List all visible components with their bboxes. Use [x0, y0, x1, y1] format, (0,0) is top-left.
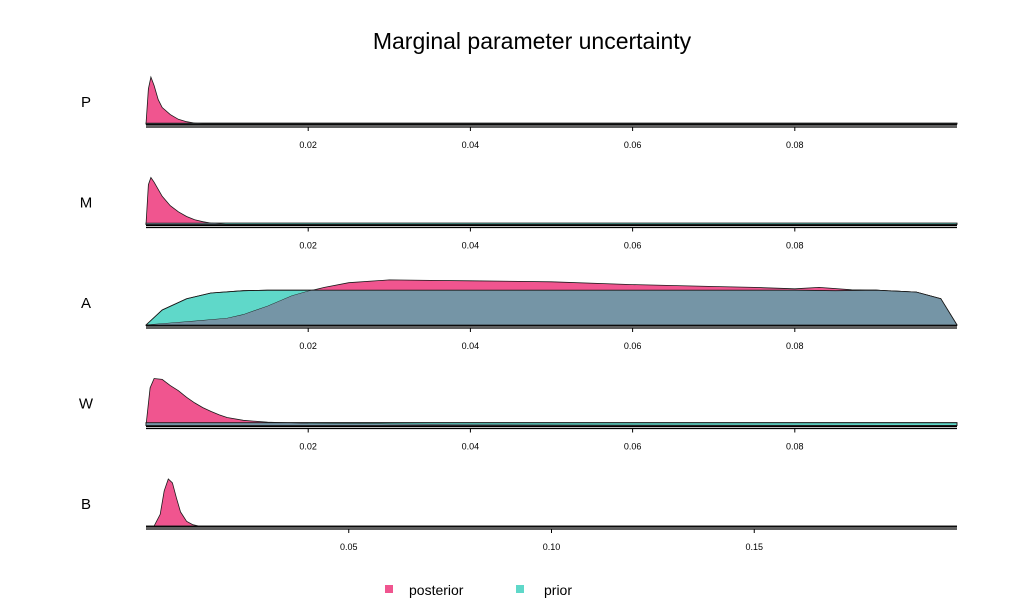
x-tick-label: 0.06 [624, 241, 642, 251]
x-tick-label: 0.08 [786, 442, 804, 452]
panel-p: P 0.02 0.04 0.06 0.08 [81, 75, 958, 150]
prior-outline-w [145, 422, 958, 426]
legend-swatch-posterior [385, 585, 393, 593]
posterior-density-p [145, 75, 957, 125]
posterior-density-w [145, 378, 958, 426]
panel-a: A 0.02 0.04 0.06 0.08 [81, 279, 958, 351]
x-tick-label: 0.04 [462, 442, 480, 452]
x-tick-label: 0.02 [299, 442, 317, 452]
legend-swatch-prior [516, 585, 524, 593]
row-label-w: W [79, 396, 94, 413]
posterior-density-m [145, 176, 957, 225]
prior-outline-a [144, 289, 958, 326]
overlap-density-a [146, 290, 957, 325]
x-tick-label: 0.04 [462, 341, 480, 351]
legend-entry-prior: prior [516, 582, 572, 598]
posterior-density-b [146, 478, 957, 527]
x-tick-label: 0.06 [624, 341, 642, 351]
chart-title: Marginal parameter uncertainty [373, 28, 692, 54]
x-tick-label: 0.02 [299, 140, 317, 150]
prior-outline-m [145, 222, 958, 225]
legend-label-prior: prior [544, 582, 572, 598]
x-tick-label: 0.08 [786, 341, 804, 351]
row-label-m: M [80, 195, 93, 212]
x-tick-label: 0.04 [462, 140, 480, 150]
x-tick-label: 0.08 [786, 241, 804, 251]
x-tick-label: 0.02 [299, 241, 317, 251]
panel-b: B 0.05 0.10 0.15 [81, 478, 957, 552]
panel-m: M 0.02 0.04 0.06 0.08 [80, 176, 958, 251]
x-tick-label: 0.02 [299, 341, 317, 351]
chart-legend: posterior prior [385, 582, 572, 598]
prior-outline-p [145, 122, 958, 125]
x-tick-label: 0.04 [462, 241, 480, 251]
x-tick-label: 0.06 [624, 442, 642, 452]
chart-panels: P 0.02 0.04 0.06 0.08 M 0.02 0.04 0.06 0.08 A 0.02 0… [79, 75, 958, 552]
x-tick-label: 0.06 [624, 140, 642, 150]
x-tick-label: 0.05 [340, 542, 358, 552]
panel-w: W 0.02 0.04 0.06 0.08 [79, 378, 958, 452]
legend-label-posterior: posterior [409, 582, 464, 598]
x-tick-label: 0.08 [786, 140, 804, 150]
legend-entry-posterior: posterior [385, 582, 464, 598]
x-tick-label: 0.10 [543, 542, 561, 552]
row-label-a: A [81, 295, 91, 312]
row-label-p: P [81, 94, 91, 111]
x-tick-label: 0.15 [745, 542, 763, 552]
row-label-b: B [81, 496, 91, 513]
